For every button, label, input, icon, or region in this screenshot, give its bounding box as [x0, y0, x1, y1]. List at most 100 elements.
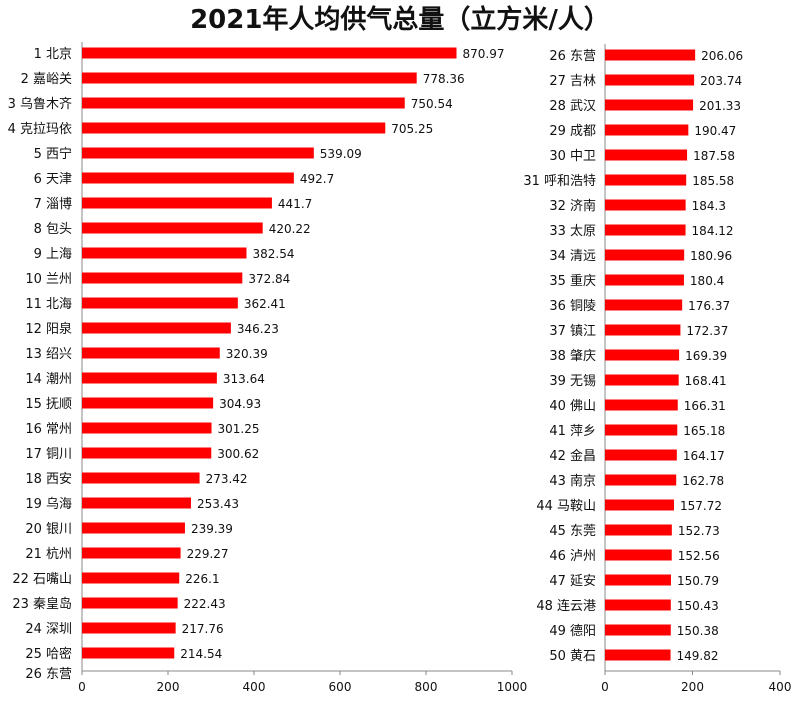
category-label: 3 乌鲁木齐 — [8, 96, 72, 112]
value-label: 172.37 — [686, 324, 728, 338]
value-label: 150.38 — [677, 624, 719, 638]
value-label: 180.96 — [690, 249, 732, 263]
category-label: 14 潮州 — [25, 372, 72, 387]
value-label: 180.4 — [690, 274, 724, 288]
bar — [605, 524, 672, 536]
category-label: 49 德阳 — [549, 624, 596, 639]
category-label: 28 武汉 — [549, 99, 596, 114]
bar — [82, 222, 263, 234]
category-label: 31 呼和浩特 — [523, 174, 596, 189]
category-label: 6 天津 — [34, 172, 72, 187]
category-label: 18 西安 — [25, 472, 72, 487]
category-label: 39 无锡 — [549, 374, 596, 389]
category-label: 23 秦皇岛 — [12, 596, 72, 612]
category-label: 27 吉林 — [549, 74, 596, 89]
category-label: 13 绍兴 — [25, 347, 72, 362]
value-label: 441.7 — [278, 197, 312, 211]
value-label: 185.58 — [692, 174, 734, 188]
bar — [82, 347, 220, 359]
bar — [605, 624, 671, 636]
bar — [605, 224, 686, 236]
bar — [605, 199, 686, 211]
bar — [82, 372, 217, 384]
value-label: 870.97 — [463, 47, 505, 61]
value-label: 382.54 — [252, 247, 294, 261]
bar — [82, 72, 417, 84]
x-tick-label: 0 — [78, 680, 86, 694]
category-label: 35 重庆 — [549, 273, 596, 289]
bar — [82, 622, 176, 634]
value-label: 229.27 — [187, 547, 229, 561]
value-label: 176.37 — [688, 299, 730, 313]
value-label: 539.09 — [320, 147, 362, 161]
bar — [605, 474, 677, 486]
value-label: 313.64 — [223, 372, 265, 386]
bar — [605, 324, 681, 336]
value-label: 372.84 — [248, 272, 290, 286]
bar — [605, 649, 671, 661]
value-label: 203.74 — [700, 74, 742, 88]
value-label: 300.62 — [217, 447, 259, 461]
bar — [82, 472, 200, 484]
bar — [82, 522, 185, 534]
value-label: 320.39 — [226, 347, 268, 361]
bar — [605, 449, 677, 461]
bar — [605, 249, 685, 261]
x-tick-label: 800 — [415, 680, 438, 694]
category-label: 8 包头 — [34, 222, 72, 237]
bar — [605, 349, 680, 361]
value-label: 705.25 — [391, 122, 433, 136]
bar — [82, 497, 191, 509]
bar — [82, 272, 243, 284]
category-label: 24 深圳 — [25, 622, 72, 637]
value-label: 226.1 — [185, 572, 219, 586]
category-label: 4 克拉玛依 — [8, 122, 72, 137]
bar — [82, 172, 294, 184]
value-label: 190.47 — [694, 124, 736, 138]
x-tick-label: 0 — [601, 680, 609, 694]
bar — [82, 197, 272, 209]
category-label: 5 西宁 — [34, 146, 72, 162]
bar — [605, 399, 678, 411]
bar — [605, 549, 672, 561]
value-label: 184.3 — [692, 199, 726, 213]
value-label: 184.12 — [692, 224, 734, 238]
bar — [82, 122, 386, 134]
bar — [605, 574, 671, 586]
chart-title: 2021年人均供气总量（立方米/人） — [190, 4, 610, 35]
bar — [82, 422, 212, 434]
value-label: 169.39 — [685, 349, 727, 363]
bar — [82, 647, 175, 659]
value-label: 150.43 — [677, 599, 719, 613]
value-label: 346.23 — [237, 322, 279, 336]
x-tick-label: 400 — [243, 680, 266, 694]
bar — [605, 274, 684, 286]
value-label: 152.73 — [678, 524, 720, 538]
category-label: 33 太原 — [549, 224, 596, 239]
category-label: 41 萍乡 — [549, 424, 596, 439]
category-label: 44 马鞍山 — [536, 498, 596, 514]
value-label: 162.78 — [682, 474, 724, 488]
x-tick-label: 200 — [157, 680, 180, 694]
value-label: 164.17 — [683, 449, 725, 463]
bar — [605, 49, 696, 61]
value-label: 301.25 — [218, 422, 260, 436]
category-label: 42 金昌 — [549, 448, 596, 464]
bar — [605, 424, 678, 436]
category-label: 38 肇庆 — [549, 349, 596, 364]
bar — [605, 599, 671, 611]
category-label: 43 南京 — [549, 473, 596, 489]
value-label: 253.43 — [197, 497, 239, 511]
value-label: 201.33 — [699, 99, 741, 113]
category-label: 45 东莞 — [549, 524, 596, 539]
bar — [82, 47, 457, 59]
category-label: 22 石嘴山 — [12, 572, 72, 587]
category-label: 50 黄石 — [549, 649, 596, 664]
bar — [82, 597, 178, 609]
category-label: 26 东营 — [549, 49, 596, 64]
category-label: 47 延安 — [549, 574, 596, 589]
bar — [82, 97, 405, 109]
right-panel: 0 200 400 26 东营 206.06 27 吉林 203.74 28 武汉 201.33… — [523, 44, 791, 694]
category-label-overflow: 26 东营 — [25, 667, 72, 682]
category-label: 16 常州 — [25, 422, 72, 437]
